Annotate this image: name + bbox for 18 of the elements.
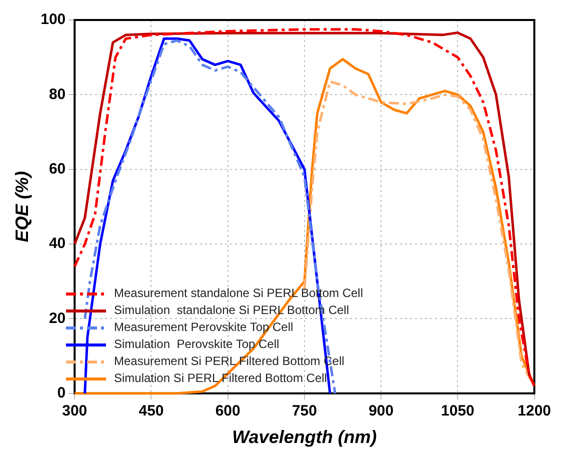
y-tick-label: 20 xyxy=(48,310,66,327)
x-tick-label: 900 xyxy=(368,402,394,420)
legend-label: Measurement Perovskite Top Cell xyxy=(114,319,294,336)
y-tick-label: 0 xyxy=(57,384,66,402)
y-tick-label: 40 xyxy=(48,235,66,252)
x-tick-label: 300 xyxy=(62,402,88,420)
x-tick-label: 1050 xyxy=(441,402,474,420)
legend-label: Simulation Si PERL Filtered Bottom Cell xyxy=(114,370,327,387)
y-tick-label: 80 xyxy=(48,86,66,103)
x-tick-label: 450 xyxy=(138,402,164,420)
x-tick-label: 1200 xyxy=(518,402,552,420)
x-tick-label: 750 xyxy=(292,402,317,420)
x-tick-label: 600 xyxy=(215,402,240,420)
y-tick-label: 60 xyxy=(48,160,66,178)
y-axis-title: EQE (%) xyxy=(12,171,32,242)
x-axis-title: Wavelength (nm) xyxy=(232,427,377,448)
y-tick-label: 100 xyxy=(40,11,66,28)
legend-label: Simulation Perovskite Top Cell xyxy=(114,336,280,353)
